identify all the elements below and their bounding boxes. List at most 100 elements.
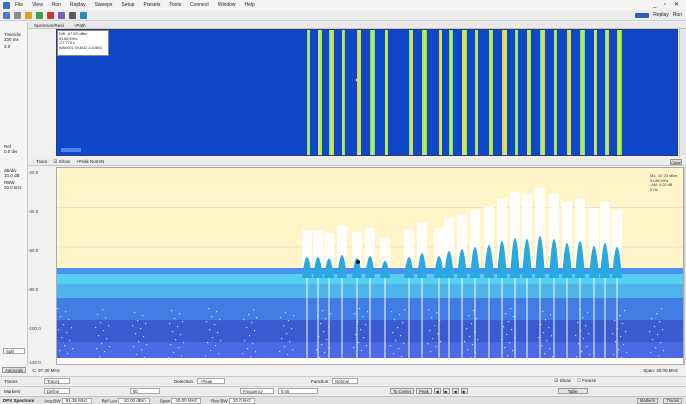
ref-value[interactable]: 0.0 div xyxy=(4,149,18,154)
db-div-value[interactable]: 10.0 dB xyxy=(4,173,20,178)
peak-right-button[interactable]: ▶ xyxy=(460,388,468,394)
noise-speckle xyxy=(94,361,96,363)
menu-connect[interactable]: Connect xyxy=(190,2,209,8)
span-value[interactable]: 40.00 MHz xyxy=(171,397,202,404)
noise-speckle xyxy=(586,346,588,348)
marker-select[interactable]: Define xyxy=(44,388,70,394)
menu-presets[interactable]: Presets xyxy=(143,2,161,8)
prev-peak-button[interactable]: ◀ xyxy=(433,388,441,394)
help-icon[interactable] xyxy=(80,11,87,19)
waterfall-display[interactable]: Diff: -67.5/0 dBm 91.88 MHz -27.775 s WA… xyxy=(56,29,678,156)
noise-speckle xyxy=(99,356,101,358)
acq-bw-value[interactable]: 91.36 MHz xyxy=(61,397,92,404)
waterfall-readout-line: -27.775 s xyxy=(59,41,75,46)
rbw-value[interactable]: 20.0 kHz xyxy=(4,185,22,190)
auto-value[interactable]: 3.0 xyxy=(4,44,11,49)
menu-run[interactable]: Run xyxy=(51,2,61,8)
print-icon[interactable] xyxy=(69,11,76,19)
tab-path[interactable]: +Path xyxy=(73,22,86,28)
noise-speckle xyxy=(286,333,288,335)
settings-icon[interactable] xyxy=(58,11,65,19)
marker-m1-icon[interactable] xyxy=(356,260,360,264)
split-dropdown[interactable]: Split xyxy=(3,348,25,354)
res-bw-value[interactable]: 20.0 kHz xyxy=(228,397,255,404)
noise-speckle xyxy=(354,313,356,315)
spectrum-scrollbar[interactable] xyxy=(684,167,686,365)
menu-file[interactable]: File xyxy=(15,2,24,8)
next-peak-button[interactable]: ▶ xyxy=(442,388,450,394)
peak-left-button[interactable]: ◀ xyxy=(451,388,459,394)
menu-tools[interactable]: Tools xyxy=(169,2,182,8)
window-controls[interactable]: _ ▫ ✕ xyxy=(653,2,682,8)
noise-speckle xyxy=(173,352,175,354)
detection-select-value: +Peak xyxy=(200,378,213,384)
peak-persistence xyxy=(306,278,308,358)
stop-icon[interactable] xyxy=(47,11,54,19)
waterfall-readout-line: 91.88 MHz xyxy=(59,36,78,41)
status-traces-button[interactable]: Traces xyxy=(663,397,682,404)
marker-frequency-field[interactable]: 0.00 xyxy=(278,388,318,394)
table-button[interactable]: Table xyxy=(557,388,588,394)
function-select[interactable]: Normal xyxy=(332,378,359,384)
noise-speckle xyxy=(284,346,286,348)
menu-sweeps[interactable]: Sweeps xyxy=(94,2,113,8)
noise-speckle xyxy=(393,353,395,355)
peak-button[interactable]: Peak xyxy=(416,388,432,394)
run-icon[interactable] xyxy=(36,11,43,19)
span-label: Span 40.00 MHz xyxy=(160,397,202,404)
noise-speckle xyxy=(282,359,284,361)
clear-button[interactable]: Clear xyxy=(670,159,682,165)
noise-speckle xyxy=(170,344,172,346)
replay-button[interactable]: Replay xyxy=(653,12,669,18)
y-tick-label: -80.0 xyxy=(28,287,39,292)
noise-speckle xyxy=(508,321,510,323)
time-div-value[interactable]: 200 ms xyxy=(4,37,19,42)
noise-speckle xyxy=(623,344,625,346)
noise-speckle xyxy=(279,351,281,353)
trace-select[interactable]: Trace1 xyxy=(44,378,70,384)
detector-label[interactable]: +Peak NormN xyxy=(75,159,105,164)
noise-speckle xyxy=(70,361,72,363)
menu-window[interactable]: Window xyxy=(217,2,236,8)
noise-speckle xyxy=(441,362,443,364)
waterfall-scrollbar[interactable] xyxy=(679,29,686,156)
app-mode-label: DPX Spectrum xyxy=(3,398,35,403)
menu-view[interactable]: View xyxy=(32,2,43,8)
save-icon[interactable] xyxy=(25,11,32,19)
show-trace-checkbox[interactable]: ☑ Show xyxy=(554,378,571,383)
noise-speckle xyxy=(390,345,392,347)
freeze-checkbox[interactable]: ☐ Freeze xyxy=(576,378,597,383)
noise-speckle xyxy=(61,337,63,339)
span-frequency[interactable]: Span: 40.00 MHz xyxy=(643,367,678,373)
new-icon[interactable] xyxy=(3,11,10,19)
noise-speckle xyxy=(394,319,396,321)
status-markers-button[interactable]: Markers xyxy=(636,397,658,404)
noise-speckle xyxy=(471,323,473,325)
marker-mode-select[interactable]: Frequency xyxy=(240,388,274,394)
autoscale-button[interactable]: Autoscale xyxy=(2,367,27,373)
ref-level-value[interactable]: -10.00 dBm xyxy=(118,397,150,404)
show-checkbox[interactable]: ☑ Show xyxy=(53,158,70,164)
menu-help[interactable]: Help xyxy=(244,2,255,8)
noise-speckle xyxy=(589,354,591,356)
spectrum-display[interactable]: M1: -67.33 dBm 91.88 MHz -ΔM: 0.00 dB 0 … xyxy=(56,167,684,365)
peak-persistence xyxy=(526,278,528,358)
open-icon[interactable] xyxy=(14,11,21,19)
tab-spectrum[interactable]: Spectrum/Real xyxy=(34,22,64,28)
spectrum-plot[interactable] xyxy=(57,168,684,365)
to-center-button[interactable]: To Center xyxy=(390,388,415,394)
center-frequency[interactable]: C: 97.30 MHz xyxy=(32,367,60,373)
res-bw-label: Res BW 20.0 kHz xyxy=(211,397,255,404)
menu-setup[interactable]: Setup xyxy=(121,2,135,8)
noise-speckle xyxy=(245,361,247,363)
detection-select[interactable]: +Peak xyxy=(197,378,226,384)
waterfall-signal-strip xyxy=(370,30,375,155)
run-button[interactable]: Run xyxy=(672,12,682,18)
trace-dropdown[interactable]: Trace xyxy=(36,159,48,164)
marker-readout-line: 0 Hz xyxy=(649,187,658,192)
noise-speckle xyxy=(434,325,436,327)
noise-speckle xyxy=(142,315,144,317)
menu-replay[interactable]: Replay xyxy=(70,2,86,8)
noise-speckle xyxy=(246,327,248,329)
marker-value-field[interactable]: 60 xyxy=(130,388,160,394)
